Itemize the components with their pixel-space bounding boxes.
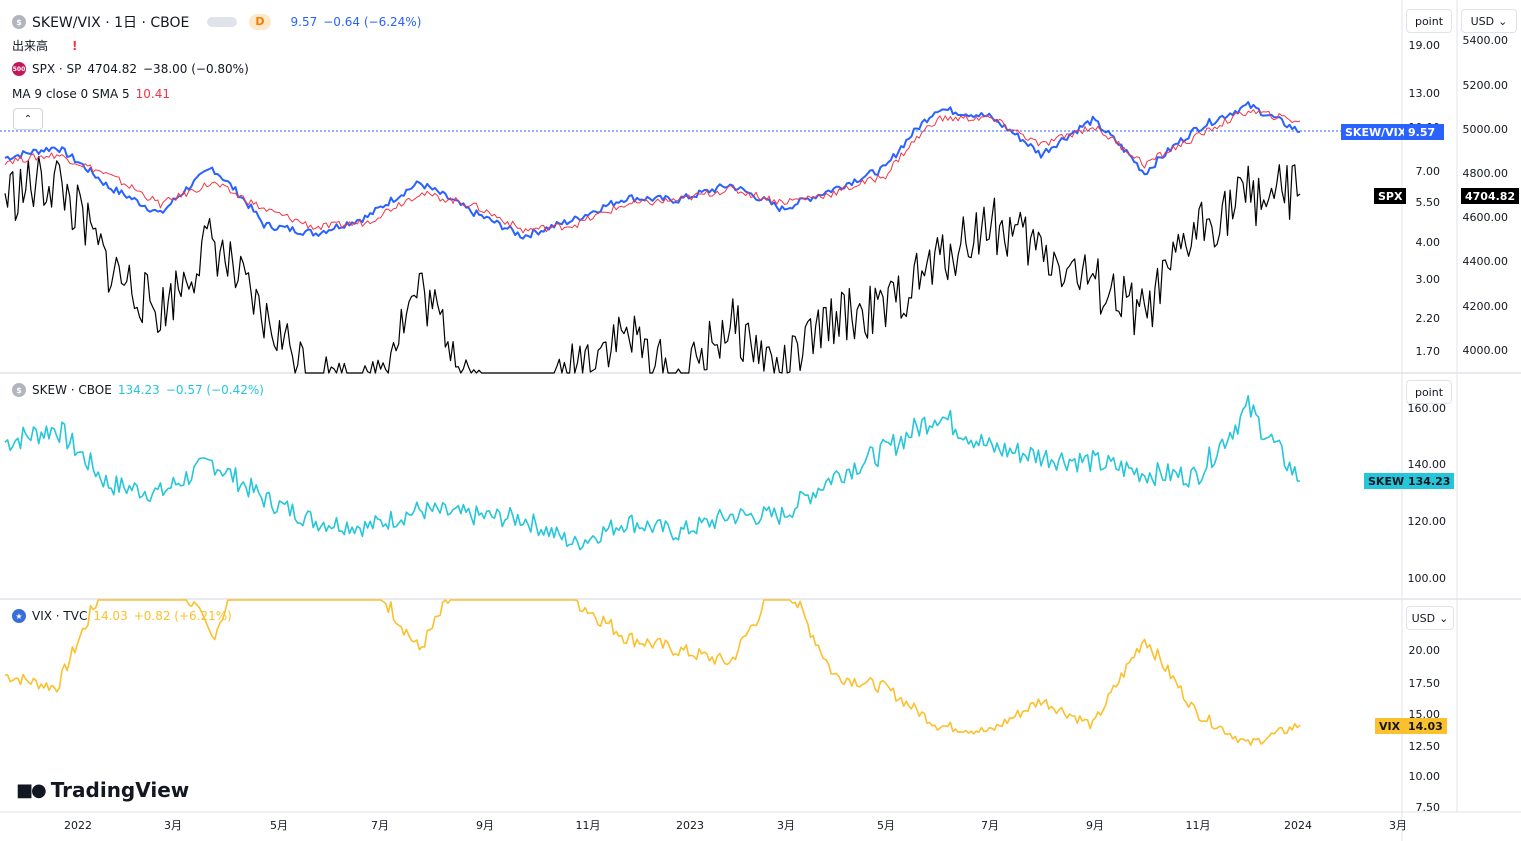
right-axis-tick: 5200.00 [1463,79,1509,92]
spx-tag-label: SPX [1374,188,1407,204]
ma-9-close-0-sma-5-series-line [4,109,1301,234]
main-scale-label: point [1414,14,1444,28]
vix-title: VIX · TVC [32,609,88,623]
main-price: 9.57 [290,15,318,29]
vix-axis-tick: 15.00 [1409,708,1441,721]
time-axis-tick: 11月 [1186,819,1211,832]
right-axis-tick: 4200.00 [1463,300,1509,313]
right-axis-tick: 4400.00 [1463,255,1509,268]
skew-tag-value: 134.23 [1404,473,1455,489]
vix-series-line [4,599,1301,746]
right-axis-tick: 5000.00 [1463,123,1509,136]
us-flag-icon: ★ [12,609,26,623]
currency-label: USD [1470,14,1495,28]
warning-icon[interactable]: ! [72,38,78,53]
vix-currency-label: USD [1411,611,1436,625]
left-axis-tick: 3.00 [1416,273,1441,286]
spx-title: SPX · SP [32,62,82,76]
left-axis-tick: 5.50 [1416,196,1441,209]
skew-series-line [4,395,1300,551]
spx-change: −38.00 (−0.80%) [143,62,249,76]
volume-legend[interactable]: 出来高 ! [12,37,78,54]
main-scale-button[interactable]: point [1406,9,1452,33]
left-axis-tick: 7.00 [1416,165,1441,178]
vix-axis-tick: 10.00 [1409,770,1441,783]
skew-vix-series-line [4,101,1301,240]
symbol-icon: $ [12,15,26,29]
interval-badge[interactable]: D [249,14,271,30]
left-axis-tick: 19.00 [1409,39,1441,52]
time-axis-tick: 5月 [270,819,288,832]
main-title[interactable]: SKEW/VIX · 1日 · CBOE [32,15,190,31]
volume-label: 出来高 [12,39,49,53]
time-axis-tick: 2023 [676,819,704,832]
vix-tag-value: 14.03 [1404,718,1447,734]
vix-axis-tick: 12.50 [1409,740,1441,753]
vix-price: 14.03 [93,609,128,623]
skew-axis-tick: 100.00 [1408,572,1447,585]
left-axis-tick: 1.70 [1416,345,1441,358]
skewvix-tag-label: SKEW/VIX [1341,124,1409,140]
tradingview-logo-icon: ■● [16,779,47,801]
skew-scale-label: point [1414,385,1444,399]
currency-button[interactable]: USD ⌄ [1461,9,1517,33]
skew-price: 134.23 [117,383,160,397]
time-axis-tick: 7月 [981,819,999,832]
vix-axis-tick: 20.00 [1409,644,1441,657]
skew-title: SKEW · CBOE [32,383,112,397]
time-axis-tick: 9月 [1086,819,1104,832]
vix-axis-tick: 17.50 [1409,677,1441,690]
time-axis-tick: 9月 [476,819,494,832]
vix-tag-label: VIX [1375,718,1405,734]
chevron-up-icon: ⌃ [23,113,33,125]
time-axis-tick: 7月 [371,819,389,832]
right-axis-tick: 4800.00 [1463,167,1509,180]
skew-axis-tick: 120.00 [1408,515,1447,528]
skew-axis-tick: 140.00 [1408,458,1447,471]
left-axis-tick: 4.00 [1416,236,1441,249]
time-axis-tick: 3月 [164,819,182,832]
skew-legend[interactable]: $ SKEW · CBOE 134.23 −0.57 (−0.42%) [12,383,264,397]
skew-scale-button[interactable]: point [1406,380,1452,404]
left-axis-tick: 2.20 [1416,312,1441,325]
spx-legend[interactable]: 500 SPX · SP 4704.82 −38.00 (−0.80%) [12,62,249,76]
ma-legend[interactable]: MA 9 close 0 SMA 5 10.41 [12,87,170,101]
visibility-pill[interactable] [207,17,238,27]
time-axis-tick: 3月 [777,819,795,832]
time-axis-tick: 5月 [877,819,895,832]
tradingview-logo-text: TradingView [50,778,190,802]
collapse-legend-button[interactable]: ⌃ [13,108,43,130]
skew-change: −0.57 (−0.42%) [165,383,264,397]
time-axis-tick: 11月 [576,819,601,832]
time-axis-tick: 2024 [1284,819,1312,832]
time-axis-tick: 3月 [1389,819,1407,832]
vix-legend[interactable]: ★ VIX · TVC 14.03 +0.82 (+6.21%) [12,609,232,623]
right-axis-tick: 4600.00 [1463,211,1509,224]
skewvix-tag-value: 9.57 [1404,124,1444,140]
right-axis-tick: 5400.00 [1463,34,1509,47]
right-axis-tick: 4000.00 [1463,344,1509,357]
vix-currency-button[interactable]: USD ⌄ [1406,606,1454,630]
main-legend: $ SKEW/VIX · 1日 · CBOE D 9.57 −0.64 (−6.… [12,12,421,32]
skew-tag-label: SKEW [1364,473,1409,489]
chevron-down-icon: ⌄ [1439,611,1449,625]
vix-axis-tick: 7.50 [1416,801,1441,814]
spx-tag-value: 4704.82 [1461,188,1520,204]
skew-axis-tick: 160.00 [1408,402,1447,415]
spx-series-line [4,155,1301,374]
tradingview-logo[interactable]: ■● TradingView [16,778,189,802]
chevron-down-icon: ⌄ [1498,14,1508,28]
main-change: −0.64 (−6.24%) [323,15,422,29]
vix-change: +0.82 (+6.21%) [133,609,232,623]
spx-icon: 500 [12,62,26,76]
left-axis-tick: 13.00 [1409,87,1441,100]
ma-label: MA 9 close 0 SMA 5 [12,87,130,101]
spx-price: 4704.82 [87,62,137,76]
symbol-icon: $ [12,383,26,397]
time-axis-tick: 2022 [64,819,92,832]
ma-value: 10.41 [135,87,170,101]
